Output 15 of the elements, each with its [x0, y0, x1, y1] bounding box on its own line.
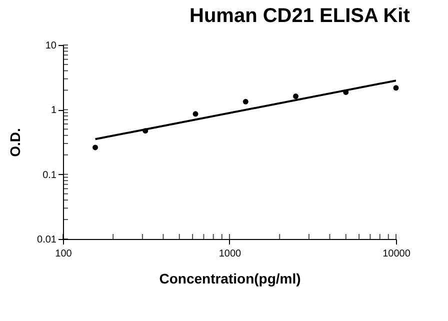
- y-tick-label: 0.01: [37, 234, 57, 246]
- y-tick-label: 0.1: [42, 170, 57, 181]
- y-tick-label: 10: [45, 40, 57, 52]
- point: [242, 98, 248, 104]
- y-axis-title: O.D.: [7, 128, 24, 157]
- point: [293, 94, 298, 100]
- point: [393, 85, 399, 91]
- x-axis-title: Concentration(pg/ml): [159, 270, 301, 286]
- x-tick-label: 10000: [382, 248, 411, 260]
- x-tick-label: 100: [55, 248, 72, 260]
- chart-title: Human CD21 ELISA Kit: [190, 5, 410, 27]
- y-tick-label: 1: [50, 105, 57, 116]
- point: [92, 144, 98, 150]
- x-tick-label: 1000: [218, 248, 242, 260]
- point: [192, 111, 198, 117]
